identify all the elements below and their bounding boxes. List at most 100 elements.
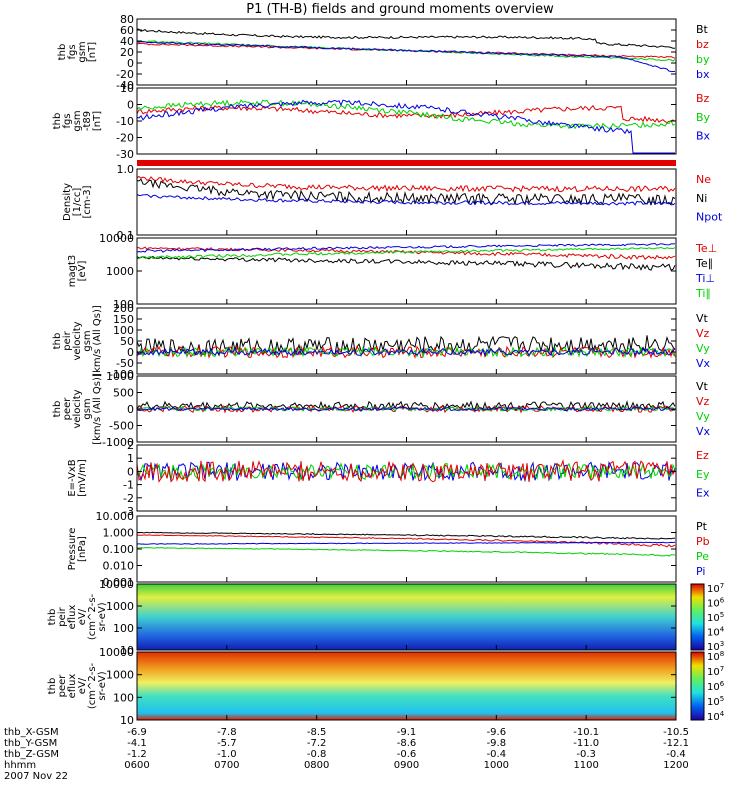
series-line <box>136 534 676 548</box>
legend-label: Te⊥ <box>695 242 717 255</box>
y-axis-label: (cm^2-s- <box>87 593 98 640</box>
panel-density: Ne Ni Npot 1.0 0.1 Density [1/cc] [cm-3] <box>62 163 723 242</box>
colorbar-tick-label: 103 <box>707 640 724 653</box>
legend-label: Pe <box>696 550 709 563</box>
panel-peer-velocity: Vt Vz Vy Vx 1000 500 0 -500 -1000 thb peer velocity… <box>52 370 711 449</box>
x-axis-row-label: hhmm <box>4 760 36 771</box>
legend-label: Bx <box>696 130 711 143</box>
x-tick-label: -9.6 <box>487 727 507 738</box>
y-tick-label: 0.1 <box>117 229 135 242</box>
legend-label: Ex <box>696 487 710 500</box>
series-line <box>136 347 676 357</box>
y-tick-label: 100 <box>113 324 134 337</box>
series-line <box>136 41 676 73</box>
legend-label: bx <box>696 68 710 81</box>
y-axis-label: gsm <box>72 110 83 131</box>
x-tick-label: -9.8 <box>487 738 507 749</box>
legend-label: Vx <box>696 425 711 438</box>
y-tick-label: 80 <box>120 13 134 26</box>
x-axis-labels: thb_X-GSM -6.9 -7.8 -8.5 -9.1 -9.6 -10.1 -10.5 t… <box>4 727 689 782</box>
y-axis-label: magt3 <box>67 255 78 288</box>
y-axis-label: fgs <box>62 113 73 128</box>
y-tick-label: -2 <box>123 492 134 505</box>
legend-label: bz <box>696 38 709 51</box>
x-tick-label: 1100 <box>573 760 598 771</box>
x-tick-label: -12.1 <box>663 738 689 749</box>
legend-label: Ey <box>696 468 710 481</box>
y-tick-label: -3 <box>123 505 134 518</box>
colorbar-tick-label: 104 <box>707 626 725 639</box>
colorbar-tick-label: 104 <box>707 710 725 723</box>
y-axis-label: gsm <box>82 398 93 419</box>
x-tick-label: -0.4 <box>487 749 507 760</box>
y-tick-label: 0.100 <box>103 543 135 556</box>
y-tick-label: 10000 <box>99 646 134 659</box>
y-axis-label: E=-VxB <box>67 459 78 496</box>
y-tick-label: 1.0 <box>117 163 135 176</box>
y-tick-label: 1000 <box>106 669 134 682</box>
date-label: 2007 Nov 22 <box>4 771 68 782</box>
y-axis-label: thb <box>52 333 63 350</box>
y-tick-label: 500 <box>113 387 134 400</box>
x-tick-label: 0900 <box>394 760 419 771</box>
x-tick-label: -7.2 <box>307 738 327 749</box>
series-line <box>136 175 676 193</box>
colorbar <box>690 651 705 721</box>
heatmap-image <box>137 652 676 720</box>
series-line <box>136 242 676 253</box>
y-tick-label: 50 <box>120 335 134 348</box>
x-tick-label: 0600 <box>124 760 149 771</box>
panel-frame <box>136 87 677 155</box>
y-axis-label: [km/s (All Qs)] <box>92 305 103 377</box>
series-line <box>136 193 676 206</box>
legend-label: Bz <box>696 92 710 105</box>
y-axis-label: [km/s (All Qs)] <box>92 373 103 445</box>
y-tick-label: -30 <box>116 148 134 161</box>
heatmap-image <box>137 584 676 650</box>
panel-pressure: Pt Pb Pe Pi 10.000 1.000 0.100 0.010 0.001 Pressu… <box>67 510 710 589</box>
legend-label: Ti∥ <box>695 287 711 300</box>
x-tick-label: -9.1 <box>397 727 417 738</box>
x-tick-label: -8.6 <box>397 738 417 749</box>
x-tick-label: -10.1 <box>573 727 599 738</box>
legend-label: Pi <box>696 565 705 578</box>
colorbar-tick-label: 107 <box>707 582 724 595</box>
y-axis-label: Density <box>62 183 73 221</box>
x-tick-label: -0.6 <box>397 749 417 760</box>
y-axis-label: eflux <box>67 605 78 630</box>
colorbar-tick-label: 106 <box>707 680 725 693</box>
quality-flag-bar <box>137 160 676 166</box>
x-tick-label: -10.5 <box>663 727 689 738</box>
y-axis-label: peir <box>57 606 68 626</box>
y-tick-label: 1.000 <box>103 527 135 540</box>
series-line <box>136 406 676 412</box>
colorbar <box>690 583 705 651</box>
y-tick-label: 1 <box>127 452 134 465</box>
y-tick-label: 0 <box>127 57 134 70</box>
series-line <box>136 460 676 483</box>
y-tick-label: -50 <box>116 357 134 370</box>
y-tick-label: 100 <box>113 298 134 311</box>
y-axis-label: [mV/m] <box>77 459 88 497</box>
legend-label: Vt <box>696 312 709 325</box>
panel-efield: Ez Ey Ex 210-1-2-3 E=-VxB [mV/m] <box>67 439 710 518</box>
y-tick-label: 10 <box>120 644 134 657</box>
panel-temperature: Te⊥ Te∥ Ti⊥ Ti∥ 10000 1000 100 magt3 [eV] <box>67 232 717 311</box>
panel-frame <box>136 237 677 305</box>
y-tick-label: 10.000 <box>96 510 135 523</box>
x-tick-label: -1.0 <box>217 749 237 760</box>
y-axis-label: [cm-3] <box>82 185 93 218</box>
y-tick-label: 100 <box>113 691 134 704</box>
legend-label: Vz <box>696 327 710 340</box>
x-tick-label: -6.9 <box>127 727 147 738</box>
legend-label: Vy <box>696 342 710 355</box>
legend-label: Vx <box>696 357 711 370</box>
y-axis-label: peer <box>62 397 73 421</box>
series-line <box>136 256 676 271</box>
x-tick-label: 1000 <box>484 760 509 771</box>
y-axis-label: fgs <box>67 44 78 59</box>
y-axis-label: gsm <box>77 41 88 62</box>
